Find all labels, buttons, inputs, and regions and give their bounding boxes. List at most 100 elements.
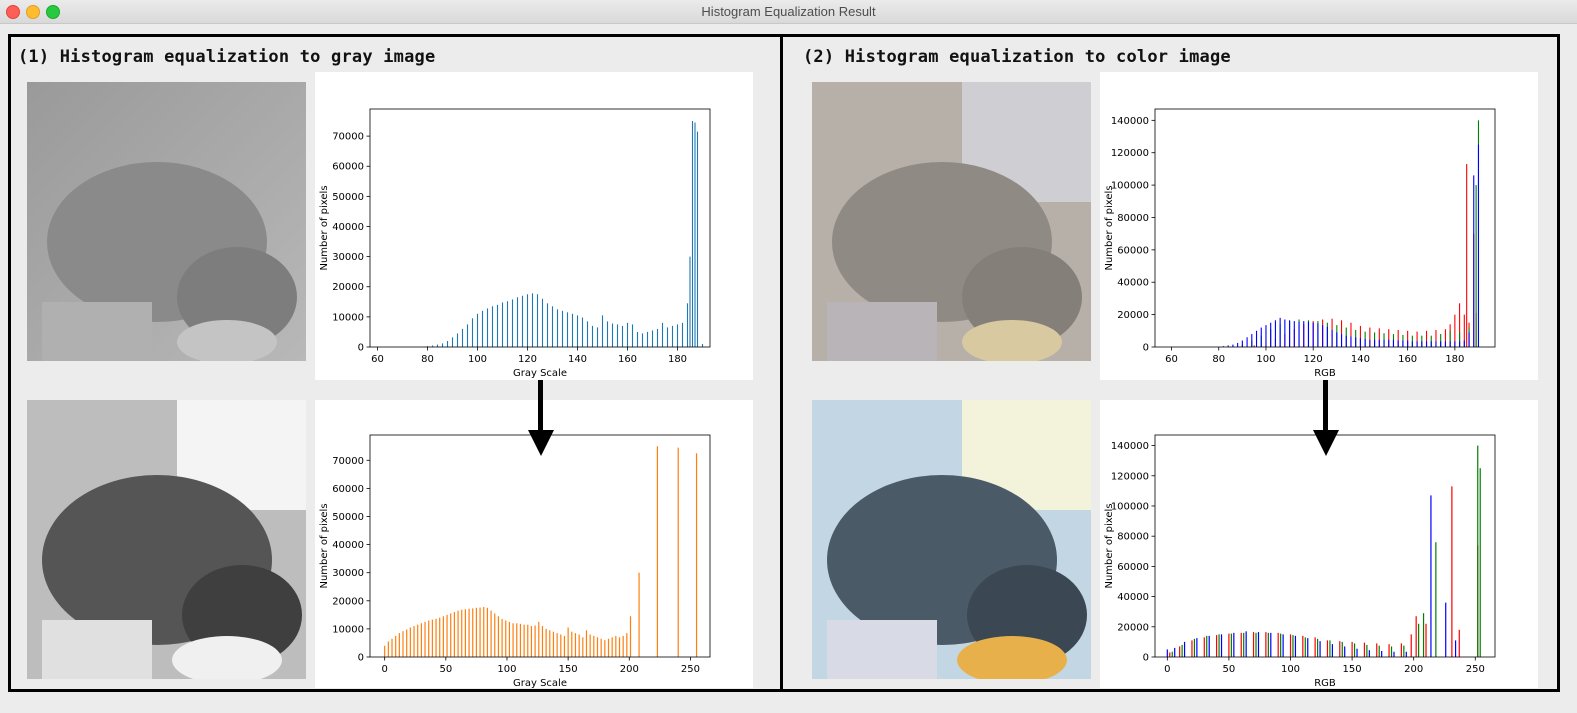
histogram-bar — [1416, 341, 1418, 347]
x-tick-label: 120 — [1304, 354, 1323, 365]
histogram-bar — [1203, 637, 1205, 657]
histogram-bar — [1341, 641, 1343, 657]
histogram-bar — [1468, 332, 1470, 347]
histogram-bar — [1191, 640, 1193, 657]
histogram-bar — [1425, 341, 1428, 347]
histogram-bar — [387, 641, 389, 657]
maximize-window-button[interactable] — [46, 5, 60, 19]
y-axis-label: Number of pixels — [1104, 185, 1115, 270]
histogram-bar — [527, 624, 529, 657]
y-tick-label: 0 — [1143, 343, 1149, 354]
histogram-bar — [1240, 632, 1242, 657]
x-tick-label: 150 — [1343, 664, 1362, 675]
histogram-bar — [464, 609, 466, 657]
x-tick-label: 160 — [618, 354, 637, 365]
histogram-bar — [1251, 334, 1253, 347]
histogram-bar — [1378, 328, 1380, 347]
histogram-bar — [475, 607, 477, 657]
histogram-bar — [1350, 336, 1352, 347]
histogram-bar — [1289, 634, 1292, 657]
y-tick-label: 70000 — [332, 456, 364, 467]
histogram-bar — [1326, 640, 1329, 657]
x-tick-label: 250 — [1466, 664, 1485, 675]
histogram-bar — [1267, 632, 1269, 657]
histogram-bar — [1458, 629, 1460, 657]
histogram-bar — [1292, 635, 1294, 657]
histogram-bar — [395, 635, 397, 657]
histogram-bar — [541, 626, 544, 657]
minimize-window-button[interactable] — [26, 5, 40, 19]
histogram-bar — [398, 633, 400, 657]
histogram-bar — [1339, 641, 1341, 657]
histogram-bar — [521, 295, 524, 347]
x-tick-label: 0 — [1164, 664, 1170, 675]
histogram-bar — [1374, 339, 1376, 347]
histogram-bar — [646, 331, 649, 347]
histogram-bar — [508, 621, 511, 657]
histogram-bar — [586, 321, 589, 347]
histogram-bar — [1416, 331, 1418, 347]
histogram-bar — [483, 606, 485, 657]
histogram-bar — [551, 306, 554, 347]
histogram-bar — [1376, 643, 1378, 657]
histogram-bar — [511, 299, 514, 347]
histogram-bar — [1284, 319, 1286, 347]
histogram-bar — [1400, 643, 1402, 657]
histogram-bar — [1473, 175, 1475, 347]
histogram-bar — [1196, 638, 1198, 657]
histogram-bar — [1415, 616, 1417, 657]
histogram-bar — [566, 312, 569, 347]
histogram-bar — [1463, 340, 1465, 347]
histogram-bar — [435, 618, 437, 657]
histogram-bar — [1430, 341, 1432, 347]
histogram-bar — [1405, 651, 1407, 657]
histogram-gray-after-plot: 0 50 100 150 200 250 0 10000 20000 30000 40000 5000… — [319, 434, 711, 688]
histogram-bar — [391, 638, 393, 657]
histogram-bar — [681, 322, 684, 347]
histogram-bar — [516, 297, 519, 347]
histogram-bar — [1243, 632, 1245, 657]
histogram-bar — [1445, 602, 1447, 657]
histogram-bar — [486, 607, 489, 657]
histogram-bar — [581, 317, 584, 347]
x-tick-label: 140 — [1351, 354, 1370, 365]
histogram-bar — [1444, 329, 1446, 347]
histogram-bar — [571, 313, 574, 347]
histogram-bar — [1393, 651, 1395, 657]
histogram-bar — [636, 331, 639, 347]
histogram-bar — [486, 308, 489, 347]
histogram-bar — [1403, 645, 1405, 657]
histogram-bar — [676, 324, 679, 347]
histogram-bar — [461, 609, 463, 657]
x-tick-label: 80 — [421, 354, 434, 365]
y-tick-label: 80000 — [1117, 213, 1149, 224]
histogram-bar — [638, 572, 640, 657]
histogram-bar — [552, 631, 555, 657]
histogram-bar — [1294, 635, 1297, 657]
histogram-bar — [671, 325, 674, 347]
histogram-bar — [1378, 645, 1380, 657]
histogram-bar — [1388, 339, 1390, 347]
histogram-bar — [523, 624, 525, 657]
histogram-bar — [600, 638, 602, 657]
histogram-bar — [611, 637, 613, 657]
histogram-bar — [1355, 337, 1357, 347]
x-axis-label: Gray Scale — [513, 678, 567, 688]
x-tick-label: 50 — [439, 664, 452, 675]
histogram-bar — [696, 131, 699, 347]
histogram-bar — [1345, 335, 1347, 347]
close-window-button[interactable] — [6, 5, 20, 19]
arrow-down-color — [1313, 380, 1339, 456]
histogram-bar — [1282, 634, 1284, 657]
histogram-bar — [490, 610, 492, 657]
y-tick-label: 60000 — [332, 484, 364, 495]
histogram-bar — [1265, 632, 1267, 657]
histogram-bar — [578, 634, 580, 657]
histogram-bar — [593, 635, 595, 657]
histogram-bar — [491, 306, 494, 347]
histogram-bar — [1179, 646, 1181, 657]
y-tick-label: 0 — [1143, 653, 1149, 664]
histogram-bar — [1322, 325, 1324, 347]
histogram-bar — [424, 621, 426, 657]
histogram-bar — [1430, 495, 1432, 657]
